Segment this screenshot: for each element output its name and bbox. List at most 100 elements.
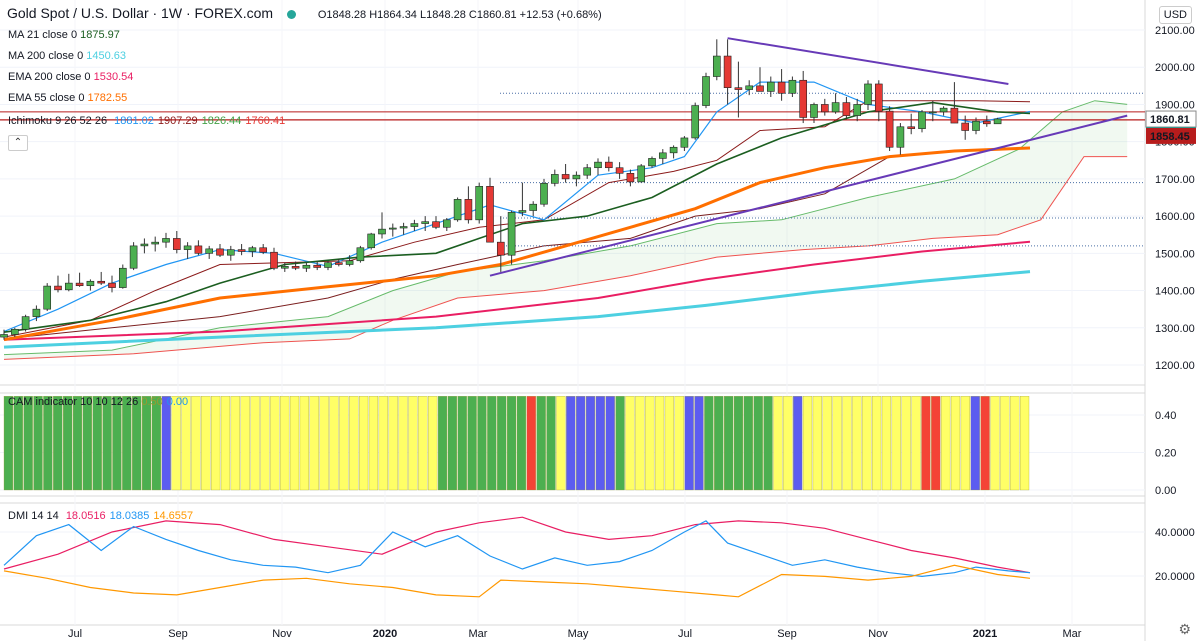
ohlc-values: O1848.28 H1864.34 L1848.28 C1860.81 +12.… <box>317 9 602 21</box>
cam-bar <box>793 396 803 491</box>
cam-bar <box>891 396 901 491</box>
time-axis-label: Jul <box>678 628 692 640</box>
time-axis-label: Jul <box>68 628 82 640</box>
cam-bar <box>664 396 674 491</box>
candle-body <box>259 247 268 253</box>
legend-label: EMA 55 close 0 1782.55 <box>8 92 127 104</box>
cam-bar <box>684 396 694 491</box>
candle-body <box>237 249 246 252</box>
candle-body <box>723 55 732 88</box>
price-tick-label: 2000.00 <box>1155 62 1195 74</box>
cam-bar <box>359 396 369 491</box>
candle-body <box>885 110 894 148</box>
candle-body <box>183 245 192 250</box>
collapse-legend-icon[interactable]: ⌃ <box>8 135 28 151</box>
ichimoku-legend: Ichimoku 9 26 52 26 1881.02 1907.29 1826.4… <box>8 115 285 127</box>
candle-body <box>799 79 808 118</box>
candle-body <box>10 328 19 335</box>
candle-body <box>864 83 872 105</box>
cam-bar <box>151 396 161 491</box>
ichimoku-value: 1760.41 <box>245 115 285 127</box>
cam-bar <box>33 396 43 491</box>
candle-body <box>734 87 743 90</box>
candle-body <box>529 203 538 211</box>
dmi-tick-label: 40.0000 <box>1155 527 1195 539</box>
candle-body <box>313 264 322 268</box>
candle-body <box>928 111 937 114</box>
cam-bar <box>280 396 290 491</box>
cam-bar <box>615 396 625 491</box>
time-axis-label: May <box>568 628 589 640</box>
candle-body <box>982 120 991 125</box>
candle-body <box>75 282 84 287</box>
cam-bar <box>428 396 438 491</box>
price-tick-label: 1900.00 <box>1155 99 1195 111</box>
cam-bar <box>832 396 842 491</box>
cam-bar <box>941 396 951 491</box>
cam-bar <box>368 396 379 491</box>
candle-body <box>669 146 678 154</box>
di_plus-line <box>3 516 1031 574</box>
cam-bar <box>43 396 53 491</box>
candle-body <box>626 173 635 183</box>
candle-body <box>615 167 624 174</box>
candle-body <box>216 248 224 256</box>
level-price-tag-bg <box>1146 127 1196 144</box>
cam-bar <box>556 396 566 491</box>
time-axis-label: Sep <box>168 628 188 640</box>
last-price-tag: 1860.81 <box>1150 114 1190 126</box>
candle-body <box>637 165 646 183</box>
trendline <box>727 37 1009 85</box>
cam-bar <box>201 396 211 491</box>
cam-bar <box>802 396 813 491</box>
dmi-value: 14.6557 <box>153 510 193 522</box>
candle-body <box>993 118 1002 125</box>
cam-bar <box>516 396 527 491</box>
candle-body <box>194 245 203 254</box>
cam-bar <box>447 396 457 491</box>
candle-body <box>0 334 8 338</box>
ichimoku-value: 1881.02 <box>114 115 154 127</box>
candle-body <box>496 241 505 256</box>
candle-body <box>507 212 516 256</box>
cam-bar <box>921 396 931 491</box>
candle-body <box>97 280 106 284</box>
cam-bar <box>960 396 970 491</box>
candle-body <box>518 210 527 213</box>
time-axis-label: Mar <box>469 628 488 640</box>
price-tick-label: 1500.00 <box>1155 248 1195 260</box>
cam-bar <box>260 396 270 491</box>
candle-body <box>766 81 775 92</box>
ema55-line <box>3 146 1031 342</box>
candle-body <box>108 282 116 288</box>
cam-value: 0.00 <box>167 396 188 408</box>
candle-body <box>680 137 689 148</box>
candle-body <box>151 241 160 245</box>
cam-bar <box>122 396 132 491</box>
cam-bar <box>1019 396 1030 491</box>
candle-body <box>140 243 149 247</box>
symbol-title[interactable]: Gold Spot / U.S. Dollar · 1W · FOREX.com <box>7 5 274 21</box>
cam-bar <box>546 396 556 491</box>
currency-button[interactable]: USD <box>1158 6 1192 24</box>
cam-bar <box>13 396 23 491</box>
cam-bar <box>635 396 645 491</box>
cam-bar <box>437 396 448 491</box>
candle-body <box>604 161 613 169</box>
candle-body <box>205 248 214 254</box>
cam-bar <box>82 396 92 491</box>
cam-bar <box>872 396 882 491</box>
settings-gear-icon[interactable]: ⚙ <box>1178 621 1191 637</box>
cam-bar <box>53 396 63 491</box>
cam-bar <box>526 396 536 491</box>
candle-body <box>54 285 62 291</box>
cam-bar <box>398 396 408 491</box>
cam-bar <box>585 396 596 491</box>
cam-bar <box>1000 396 1010 491</box>
price-tick-label: 1700.00 <box>1155 174 1195 186</box>
cam-bar <box>161 396 171 491</box>
candle-body <box>270 251 278 269</box>
cam-bar <box>319 396 329 491</box>
